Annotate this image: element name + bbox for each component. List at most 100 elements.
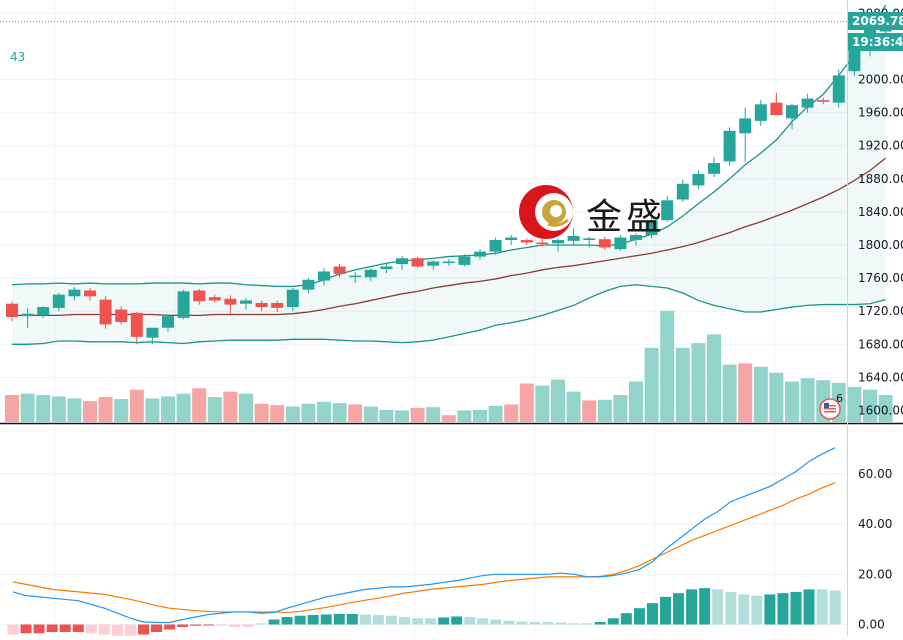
candle — [692, 170, 705, 189]
candle — [474, 249, 486, 260]
macd-histogram-bar — [581, 623, 593, 625]
candle-body — [708, 163, 720, 174]
macd-histogram-bar — [803, 589, 815, 625]
candle — [832, 69, 845, 108]
candle — [661, 196, 674, 222]
volume-bar — [769, 372, 784, 422]
macd-histogram-bar — [294, 615, 306, 625]
candle-body — [271, 302, 284, 308]
news-flag-icon[interactable] — [818, 395, 846, 421]
candle — [115, 306, 128, 325]
macd-signal-line — [12, 482, 836, 614]
macd-histogram-bar — [568, 623, 580, 625]
volume-bar — [722, 364, 737, 422]
candle-body — [84, 290, 96, 297]
volume-bar — [67, 398, 82, 422]
volume-bar — [707, 334, 721, 422]
candle — [427, 260, 440, 270]
volume-bar — [395, 410, 409, 422]
news-count: 6 — [836, 392, 843, 405]
candle-body — [848, 48, 861, 72]
indicator-value: 43 — [10, 50, 26, 64]
volume-bar — [410, 407, 425, 422]
candle-body — [162, 316, 174, 328]
macd-histogram-bar — [111, 624, 123, 636]
macd-histogram-bar — [203, 624, 215, 626]
candle-body — [520, 240, 533, 243]
candle-body — [208, 297, 221, 301]
candle-body — [380, 266, 393, 269]
macd-histogram-bar — [790, 591, 802, 625]
candle — [552, 238, 564, 252]
price-tick-label: 1680.00 — [858, 337, 903, 351]
volume-bar — [363, 406, 378, 422]
macd-histogram-bar — [399, 616, 410, 625]
price-tick-label: 1960.00 — [858, 106, 903, 120]
macd-histogram-bar — [85, 624, 97, 634]
volume-bar — [660, 310, 675, 422]
candle — [318, 268, 330, 286]
price-tick-label: 1880.00 — [858, 172, 903, 186]
volume-bar — [223, 391, 238, 422]
volume-bar — [753, 366, 768, 422]
candle-body — [583, 238, 596, 241]
candle-body — [832, 75, 845, 103]
macd-histogram-bar — [359, 614, 371, 625]
volume-bar — [644, 347, 659, 422]
candle-body — [614, 237, 627, 250]
macd-histogram-bar — [151, 624, 163, 633]
candle — [21, 307, 34, 328]
macd-tick-label: 20.00 — [858, 567, 892, 581]
macd-histogram-bar — [320, 614, 332, 625]
price-tick-label: 1720.00 — [858, 304, 903, 318]
candle-body — [318, 271, 330, 281]
candle-body — [21, 313, 34, 317]
candle — [52, 292, 65, 312]
last-price-tag: 2069.78 — [848, 12, 903, 30]
macd-tick-label: 40.00 — [858, 517, 892, 531]
macd-histogram-bar — [542, 621, 554, 625]
candle — [801, 93, 814, 113]
candle-body — [692, 173, 705, 186]
candle — [84, 288, 96, 301]
macd-histogram-bar — [477, 618, 489, 625]
volume-bar — [145, 398, 160, 422]
candle-body — [442, 261, 455, 264]
candle-body — [739, 118, 752, 134]
macd-histogram-bar — [346, 613, 358, 625]
price-tick-label: 1840.00 — [858, 205, 903, 219]
candle-body — [364, 269, 377, 278]
logo-emblem-icon — [519, 185, 573, 239]
candle — [208, 294, 221, 303]
candle-body — [333, 266, 346, 274]
volume-bar — [51, 396, 66, 422]
bollinger-upper-line — [11, 4, 887, 288]
candle — [364, 268, 377, 282]
candle-body — [349, 275, 362, 278]
candle-body — [6, 303, 18, 317]
candle-body — [193, 290, 206, 302]
volume-bar — [878, 395, 893, 422]
macd-histogram-bar — [255, 623, 267, 625]
candle — [458, 254, 471, 267]
candle — [333, 264, 346, 278]
volume-bar — [83, 401, 97, 422]
macd-histogram-bar — [686, 589, 698, 625]
volume-bar — [5, 395, 19, 422]
macd-histogram-bar — [229, 624, 241, 628]
candle — [37, 306, 50, 318]
volume-bar — [207, 397, 222, 422]
candle — [505, 235, 518, 245]
volume-bar — [441, 415, 456, 422]
volume-bar — [519, 383, 534, 422]
macd-histogram-bar — [594, 621, 606, 625]
macd-histogram-bar — [33, 624, 45, 634]
candle-body — [598, 239, 611, 248]
bollinger-fill — [12, 5, 886, 345]
macd-histogram-bar — [607, 618, 619, 625]
candle — [817, 97, 830, 105]
volume-bar — [863, 389, 877, 422]
candle-body — [801, 98, 814, 108]
